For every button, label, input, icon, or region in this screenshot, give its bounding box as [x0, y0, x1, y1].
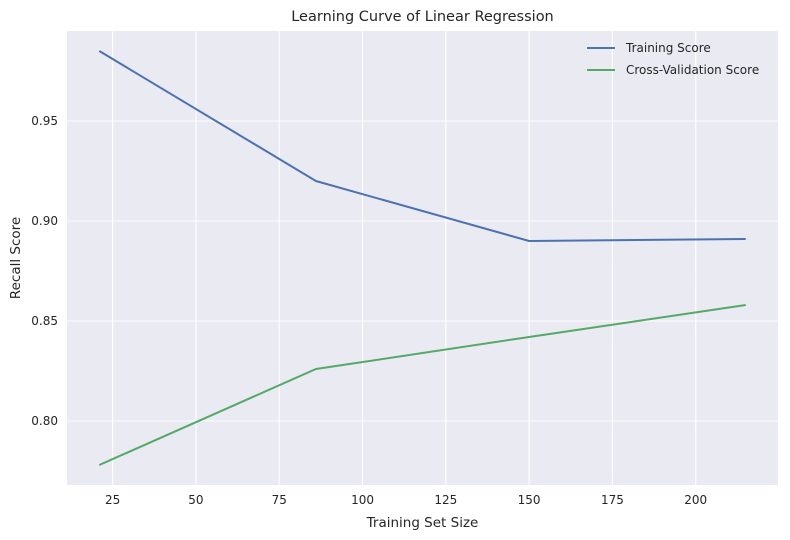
- y-tick-label: 0.80: [31, 414, 58, 428]
- legend-label-cross-validation: Cross-Validation Score: [626, 63, 759, 77]
- grid-lines: [67, 31, 778, 485]
- y-axis-label: Recall Score: [8, 217, 24, 299]
- x-tick-label: 175: [601, 493, 624, 507]
- x-tick-label: 50: [188, 493, 203, 507]
- series-line-training: [98, 50, 746, 242]
- x-tick-label: 75: [272, 493, 287, 507]
- series-lines: [98, 50, 746, 466]
- y-tick-label: 0.90: [31, 214, 58, 228]
- x-tick-label: 125: [434, 493, 457, 507]
- y-tick-label: 0.85: [31, 314, 58, 328]
- x-tick-label: 100: [351, 493, 374, 507]
- x-axis-label: Training Set Size: [366, 515, 479, 531]
- y-axis-ticks: 0.80 0.85 0.90 0.95: [31, 114, 58, 428]
- x-tick-label: 200: [684, 493, 707, 507]
- y-tick-label: 0.95: [31, 114, 58, 128]
- plot-area: [67, 31, 778, 485]
- series-line-cross-validation: [98, 304, 746, 466]
- chart-title: Learning Curve of Linear Regression: [291, 9, 554, 25]
- x-tick-label: 25: [105, 493, 120, 507]
- x-axis-ticks: 25 50 75 100 125 150 175 200: [105, 493, 707, 507]
- legend-label-training: Training Score: [625, 41, 711, 55]
- x-tick-label: 150: [518, 493, 541, 507]
- legend: Training Score Cross-Validation Score: [587, 41, 759, 77]
